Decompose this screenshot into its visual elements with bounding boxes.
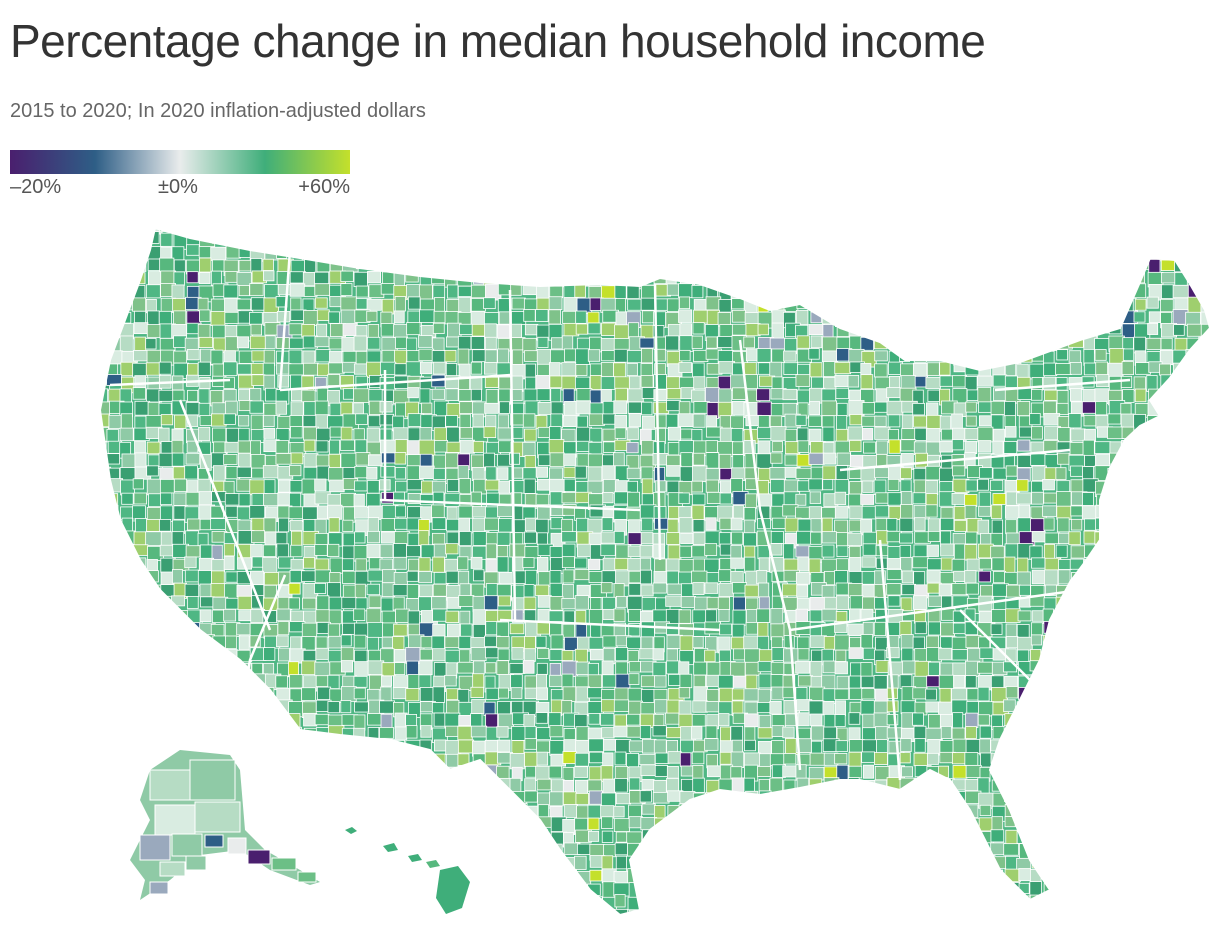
alaska-map <box>130 750 320 900</box>
color-legend: –20% ±0% +60% <box>10 150 350 200</box>
alaska-boroughs <box>139 759 317 895</box>
map-svg <box>99 227 1211 916</box>
hawaii-map <box>345 827 470 914</box>
county-choropleth-map <box>0 210 1220 930</box>
legend-mid-label: ±0% <box>158 176 198 198</box>
contiguous-us-map <box>99 227 1211 916</box>
legend-gradient-bar <box>10 150 350 174</box>
legend-min-label: –20% <box>10 176 62 198</box>
state-borders <box>109 249 1131 781</box>
legend-labels: –20% ±0% +60% <box>10 174 350 200</box>
chart-subtitle: 2015 to 2020; In 2020 inflation-adjusted… <box>10 100 426 122</box>
legend-max-label: +60% <box>298 176 350 198</box>
chart-title: Percentage change in median household in… <box>10 15 986 67</box>
